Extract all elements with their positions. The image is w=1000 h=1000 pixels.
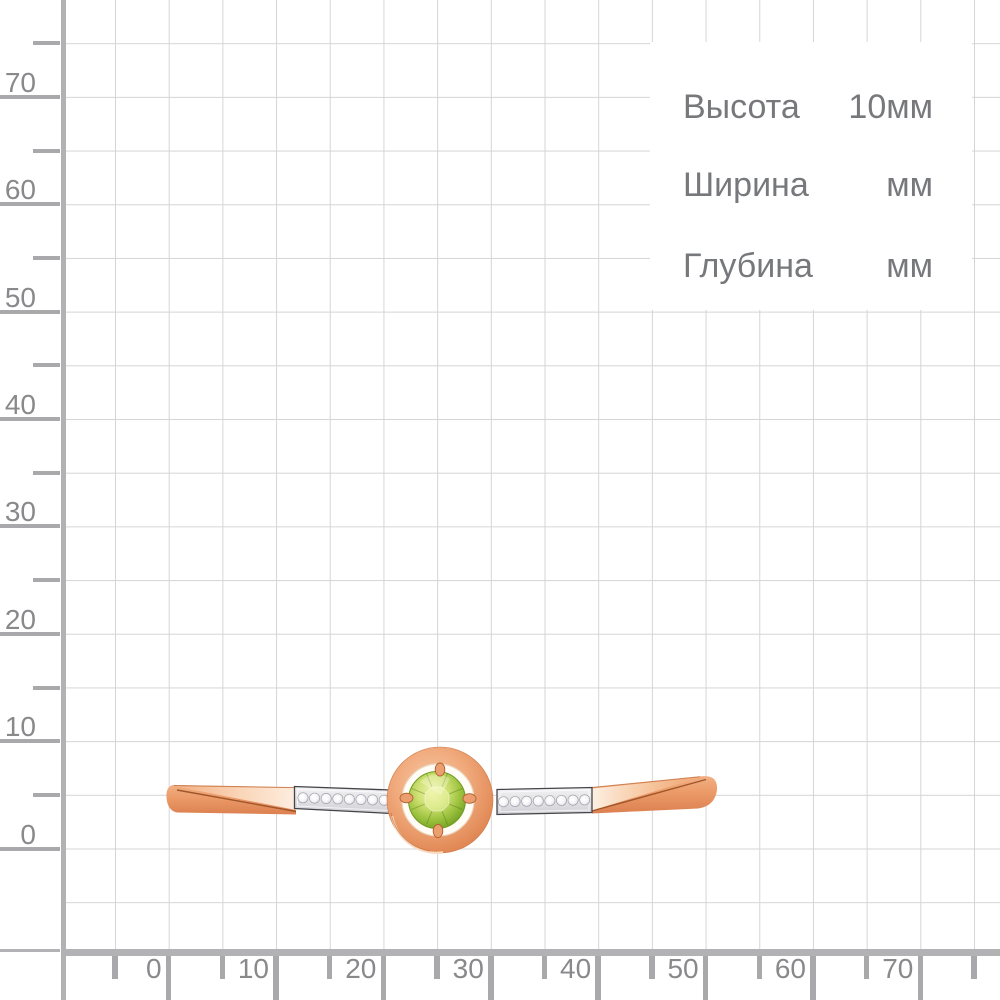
- width-label: Ширина: [683, 166, 809, 204]
- prong-right: [462, 793, 477, 804]
- dimensions-panel: Высота 10мм Ширина мм Глубина мм: [650, 42, 972, 310]
- depth-label: Глубина: [683, 247, 813, 285]
- diamond-sparkle: [370, 797, 376, 803]
- prong-bottom: [432, 824, 444, 838]
- diamond-sparkle: [524, 798, 530, 804]
- dimension-row-height: Высота 10мм: [650, 87, 972, 127]
- diamond-sparkle: [512, 798, 518, 805]
- stone-facets: [411, 773, 463, 825]
- diamond-sparkle: [535, 798, 541, 804]
- diamond-sparkle: [335, 796, 341, 802]
- stone-table-facet: [424, 786, 450, 812]
- diamond-sparkle: [358, 796, 364, 803]
- diamond-sparkle: [323, 795, 329, 802]
- diamond-strip-right: [496, 786, 593, 816]
- center-halo: [386, 746, 494, 855]
- height-value: 10мм: [848, 88, 933, 126]
- diamond-sparkle: [558, 797, 565, 803]
- depth-value: мм: [886, 247, 933, 285]
- dimension-row-width: Ширина мм: [650, 165, 972, 205]
- width-value: мм: [886, 166, 933, 204]
- diamond-sparkle: [381, 797, 387, 803]
- right-band: [591, 776, 718, 814]
- diamond-strip-left: [293, 785, 392, 815]
- height-label: Высота: [683, 88, 800, 126]
- left-band: [166, 785, 297, 815]
- prong-left: [399, 792, 414, 804]
- dimension-row-depth: Глубина мм: [650, 246, 972, 286]
- stone-glint: [420, 774, 450, 795]
- prongs: [399, 762, 477, 838]
- diamond-sparkle: [300, 795, 306, 801]
- disc-swirl-dark: [390, 812, 431, 852]
- prong-top: [434, 762, 446, 777]
- diamond-sparkle: [500, 799, 507, 805]
- stone-facet-lines: [411, 773, 463, 825]
- diamond-sparkle: [312, 795, 318, 801]
- diamond-sparkle: [547, 798, 553, 804]
- diamond-sparkle: [570, 797, 576, 803]
- diamond-sparkle: [582, 797, 588, 803]
- diamond-sparkle: [346, 796, 352, 802]
